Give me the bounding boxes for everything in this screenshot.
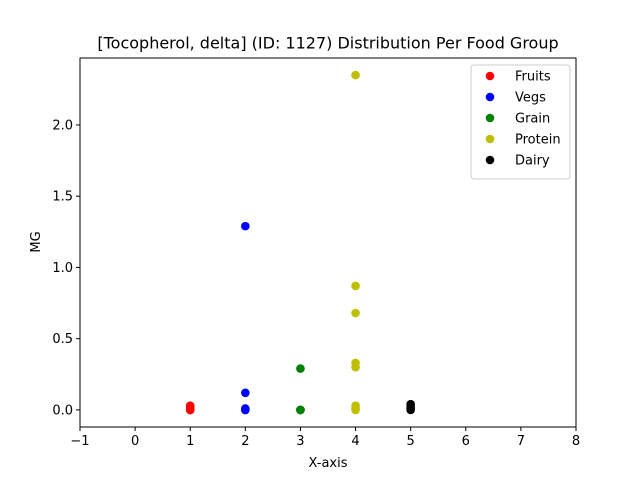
legend-label-fruits: Fruits bbox=[515, 70, 551, 85]
x-tick-label: 0 bbox=[131, 434, 139, 449]
legend-label-vegs: Vegs bbox=[515, 91, 546, 106]
legend-box bbox=[470, 64, 571, 180]
x-tick-label: 3 bbox=[296, 434, 304, 449]
legend-label-dairy: Dairy bbox=[515, 154, 550, 169]
y-tick-label: 1.0 bbox=[52, 261, 73, 276]
chart-title: [Tocopherol, delta] (ID: 1127) Distribut… bbox=[97, 34, 558, 53]
legend-marker-dairy bbox=[485, 155, 495, 165]
x-tick-label: 8 bbox=[572, 434, 580, 449]
data-point-protein-0 bbox=[351, 70, 360, 80]
data-point-vegs-0 bbox=[241, 221, 250, 231]
data-point-protein-7 bbox=[351, 405, 360, 415]
series-protein bbox=[351, 70, 360, 415]
legend-marker-fruits bbox=[485, 71, 495, 81]
data-point-vegs-4 bbox=[241, 405, 250, 415]
y-tick-label: 2.0 bbox=[52, 118, 73, 133]
legend-marker-grain bbox=[485, 113, 495, 123]
data-point-dairy-3 bbox=[406, 405, 415, 415]
series-dairy bbox=[406, 399, 415, 415]
x-tick-label: 5 bbox=[407, 434, 415, 449]
data-point-protein-1 bbox=[351, 281, 360, 291]
data-point-protein-2 bbox=[351, 308, 360, 318]
legend-marker-vegs bbox=[485, 92, 495, 102]
x-tick-label: 1 bbox=[186, 434, 194, 449]
y-tick-label: 1.5 bbox=[52, 190, 73, 205]
series-grain bbox=[296, 364, 305, 415]
data-point-fruits-4 bbox=[185, 405, 195, 415]
data-point-grain-3 bbox=[296, 405, 305, 415]
x-tick-label: 7 bbox=[517, 434, 525, 449]
y-tick-label: 0.0 bbox=[52, 403, 73, 418]
series-fruits bbox=[185, 401, 195, 415]
legend-label-protein: Protein bbox=[515, 133, 561, 148]
x-tick-label: 4 bbox=[351, 434, 359, 449]
x-axis-label: X-axis bbox=[309, 456, 348, 471]
y-axis-label: MG bbox=[29, 231, 44, 252]
data-point-protein-4 bbox=[351, 362, 360, 372]
data-point-grain-0 bbox=[296, 364, 305, 373]
y-tick-label: 0.5 bbox=[52, 332, 73, 347]
x-tick-label: −1 bbox=[70, 434, 89, 449]
plot-frame bbox=[79, 57, 577, 428]
series-vegs bbox=[241, 221, 250, 415]
data-point-vegs-1 bbox=[241, 388, 250, 398]
legend: Fruits Vegs Grain Protein Dairy bbox=[470, 64, 571, 180]
x-tick-label: 2 bbox=[241, 434, 249, 449]
legend-label-grain: Grain bbox=[515, 112, 550, 127]
x-tick-label: 6 bbox=[462, 434, 470, 449]
legend-marker-protein bbox=[485, 134, 495, 144]
